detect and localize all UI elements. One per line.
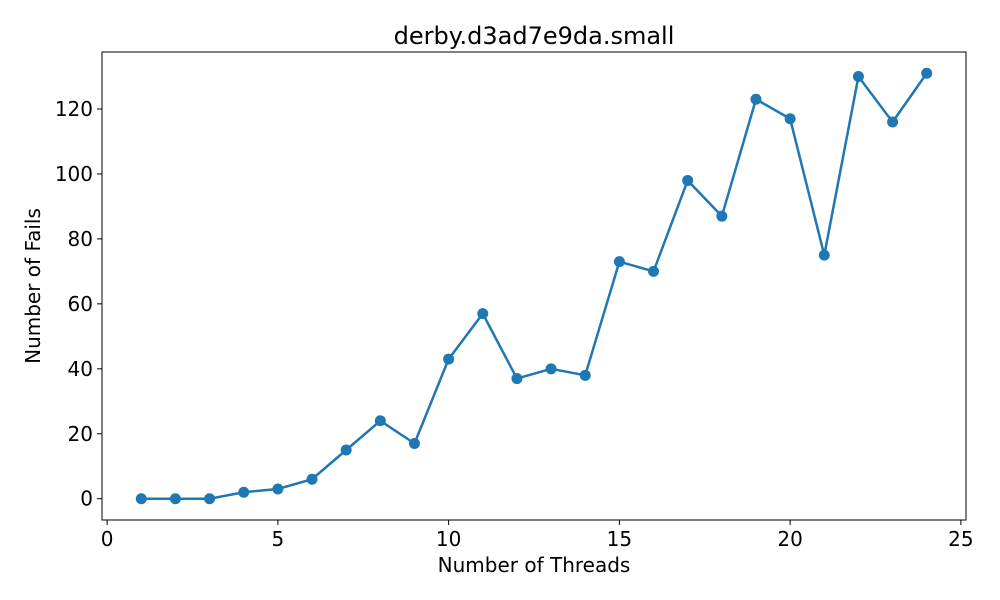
data-point [306,473,318,485]
data-point [818,249,830,261]
data-point [477,308,489,320]
x-tick-label: 0 [101,527,114,551]
data-point [374,415,386,427]
plot-area [135,67,933,505]
data-point [238,486,250,498]
data-point [613,256,625,268]
x-tick-label: 20 [777,527,802,551]
y-tick-label: 100 [55,162,93,186]
x-axis-label: Number of Threads [438,553,631,577]
y-tick-label: 20 [68,422,93,446]
data-point [169,493,181,505]
data-point [135,493,147,505]
y-tick-label: 120 [55,97,93,121]
data-point [921,67,933,79]
y-axis-label: Number of Fails [21,208,45,364]
x-tick-label: 5 [272,527,285,551]
y-tick-label: 0 [80,487,93,511]
chart-title: derby.d3ad7e9da.small [394,22,675,50]
data-point [204,493,216,505]
y-tick-label: 60 [68,292,93,316]
data-point [579,369,591,381]
data-point [716,210,728,222]
data-point [682,174,694,186]
y-axis: 0 20 40 60 80 100 120 [55,97,102,511]
x-tick-label: 15 [607,527,632,551]
y-tick-label: 80 [68,227,93,251]
data-point [443,353,455,365]
x-tick-label: 10 [436,527,461,551]
data-point [408,438,420,450]
data-point [340,444,352,456]
data-point [887,116,899,128]
data-point [648,265,660,277]
data-point [784,113,796,125]
data-point [852,71,864,83]
plot-frame [101,51,967,521]
data-point [511,373,523,385]
y-tick-label: 40 [68,357,93,381]
data-point [750,93,762,105]
series-line [141,72,928,500]
x-axis: 0 5 10 15 20 25 [101,520,974,551]
data-point [545,363,557,375]
x-tick-label: 25 [948,527,973,551]
data-point [272,483,284,495]
